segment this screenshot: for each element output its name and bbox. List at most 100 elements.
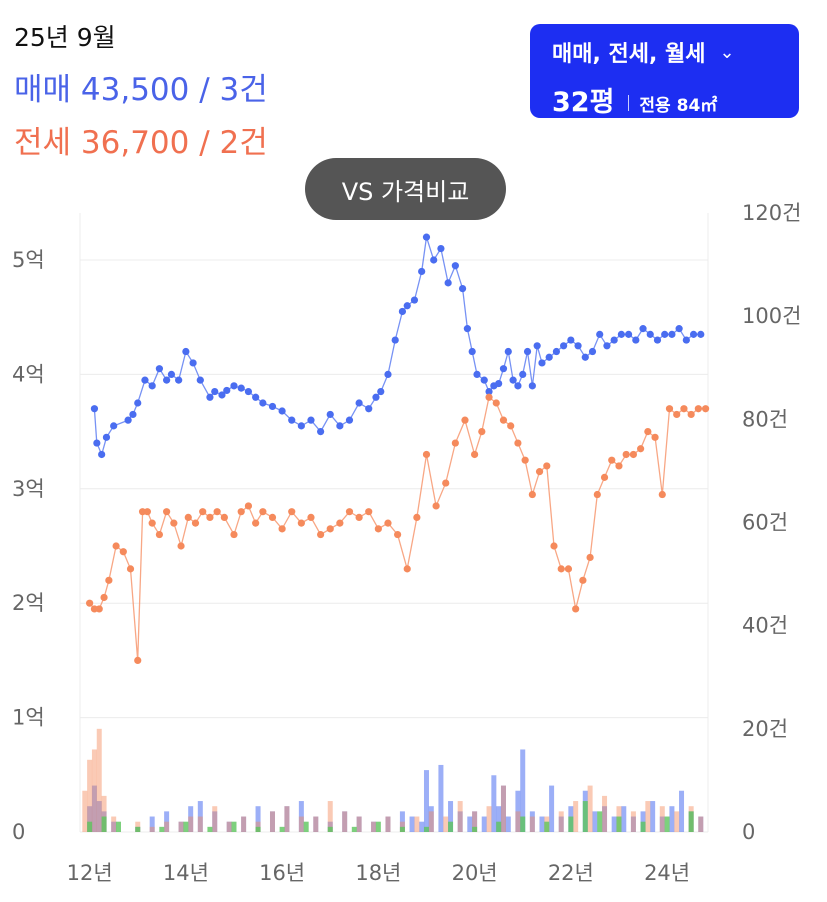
sale-point (98, 450, 106, 459)
jeonse-summary: 전세 36,700 / 2건 (14, 117, 268, 162)
sale-point (519, 370, 527, 378)
sale-point (523, 347, 532, 356)
monthly_volume-bar (207, 826, 213, 832)
sale_volume-bar (529, 811, 535, 832)
sale-point (134, 399, 142, 407)
sale-point (141, 376, 149, 384)
jeonse-point (535, 468, 544, 476)
sale_volume-bar (428, 806, 434, 832)
sale_volume-bar (313, 816, 319, 832)
jeonse-point (148, 519, 156, 527)
jeonse_volume-bar (284, 806, 290, 832)
jeonse-point (694, 405, 702, 413)
sale-point (148, 382, 156, 390)
jeonse-point (593, 490, 601, 499)
sale-point (480, 376, 488, 384)
sale-point (485, 387, 493, 396)
sale_volume-bar (91, 785, 97, 832)
sale_volume-bar (505, 816, 511, 832)
jeonse-point (658, 490, 666, 499)
jeonse_volume-bar (111, 816, 117, 832)
y-left-tick-label: 3억 (12, 477, 45, 501)
monthly_volume-bar (279, 826, 285, 832)
sale_volume-bar (496, 806, 502, 832)
jeonse-point (119, 548, 127, 556)
jeonse-point (100, 593, 108, 602)
jeonse-point (543, 462, 551, 470)
jeonse-point (600, 473, 609, 481)
vs-compare-button[interactable]: VS 가격비교 (305, 158, 506, 220)
jeonse-point (345, 508, 354, 516)
sale-label: 매매 (14, 72, 72, 108)
jeonse-point (665, 405, 674, 413)
jeonse_volume-bar (674, 811, 680, 832)
y-right-tick-label: 80건 (742, 407, 788, 431)
sale-point (533, 342, 541, 350)
jeonse-point (237, 508, 245, 516)
y-left-tick-label: 2억 (12, 591, 45, 615)
jeonse_volume-bar (212, 806, 218, 832)
jeonse-point (557, 565, 565, 573)
sale_volume-bar (419, 821, 425, 832)
jeonse-point (461, 416, 469, 424)
jeonse-point (134, 656, 142, 665)
jeonse_volume-bar (178, 821, 184, 832)
jeonse_volume-bar (659, 806, 665, 832)
monthly_volume-bar (640, 821, 646, 832)
monthly_volume-bar (231, 821, 237, 832)
jeonse-point (206, 513, 214, 522)
jeonse_volume-bar (226, 821, 232, 832)
sale-point (317, 428, 325, 436)
jeonse-point (184, 513, 192, 522)
sale-point (297, 422, 305, 430)
sale_volume-bar (448, 801, 454, 832)
sale_volume-bar (284, 806, 290, 832)
jeonse-point (213, 508, 221, 516)
monthly_volume-bar (616, 816, 622, 832)
sale_volume-bar (342, 811, 348, 832)
jeonse-point (550, 542, 558, 550)
jeonse-point (230, 530, 238, 539)
jeonse_volume-bar (587, 785, 593, 832)
sale_volume-bar (630, 816, 636, 832)
monthly_volume-bar (520, 816, 526, 832)
sale-point (189, 359, 197, 367)
sale-point (372, 393, 380, 401)
sale_volume-bar (371, 821, 377, 832)
jeonse-point (365, 508, 373, 516)
jeonse-value: 36,700 / 2건 (80, 125, 268, 161)
chevron-down-icon: ⌄ (719, 41, 735, 63)
monthly_volume-bar (87, 821, 93, 832)
monthly_volume-bar (664, 816, 670, 832)
sale-point (110, 422, 118, 430)
jeonse-point (622, 450, 630, 459)
jeonse-point (499, 416, 508, 424)
sale-point (458, 285, 467, 293)
sale-point (632, 336, 640, 344)
chart-axes: 0 1억 2억 3억 4억 5억 0 20건 40건 60건 80건 100건 120건 12년 14년 16… (12, 201, 801, 885)
jeonse-point (177, 542, 185, 550)
sale_volume-bar (298, 801, 304, 832)
sale_volume-bar (356, 816, 362, 832)
jeonse-point (252, 519, 260, 527)
jeonse_volume-bar (327, 801, 333, 832)
sale_volume-bar (659, 816, 665, 832)
sale-point (639, 325, 647, 333)
sale-point (268, 402, 277, 411)
jeonse-point (268, 513, 277, 522)
sale-point (398, 307, 407, 316)
sale_volume-bar (539, 816, 545, 832)
jeonse-point (564, 565, 573, 573)
deal-type-filter-button[interactable]: 매매, 전세, 월세 ⌄ 32평 전용 84㎡ (530, 24, 799, 118)
sale-point (675, 325, 683, 333)
jeonse-point (701, 405, 710, 413)
sale-point (451, 262, 459, 270)
sale-point (355, 399, 363, 407)
jeonse-point (355, 513, 363, 522)
jeonse_volume-bar (313, 816, 319, 832)
sale-point (129, 410, 137, 419)
sale-point (473, 370, 481, 378)
jeonse-point (95, 605, 103, 613)
sale_volume-bar (500, 785, 506, 832)
